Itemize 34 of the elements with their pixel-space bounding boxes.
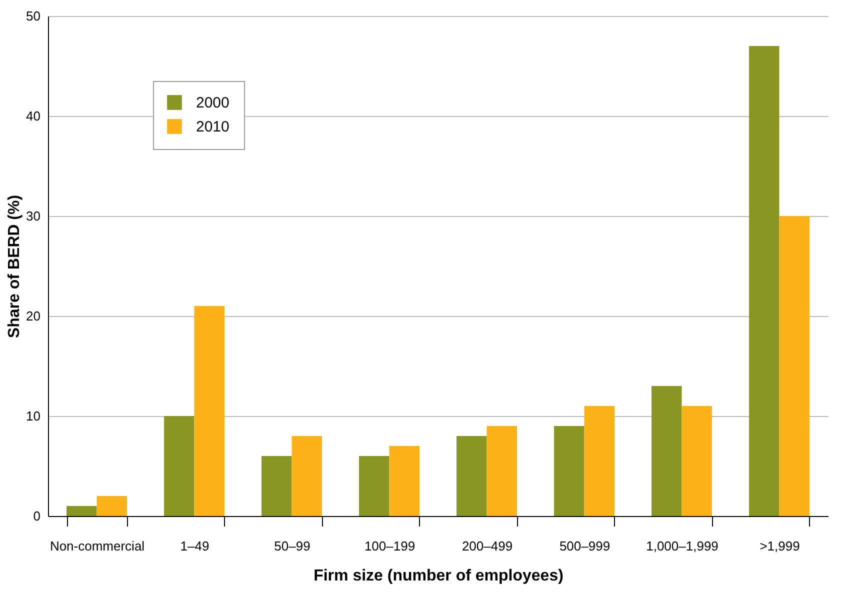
x-tick-label: 50–99	[274, 538, 310, 554]
x-tick-label: 200–499	[462, 538, 513, 554]
x-tick-label: 1–49	[180, 538, 210, 554]
y-tick-label: 10	[26, 408, 40, 424]
bar	[194, 306, 224, 516]
y-tick-label: 40	[26, 108, 40, 124]
bar	[682, 406, 712, 516]
bar	[652, 386, 682, 516]
bar	[96, 496, 127, 516]
x-tick-label: 100–199	[364, 538, 416, 554]
bar	[456, 436, 487, 516]
bar	[779, 216, 810, 516]
bar	[292, 436, 322, 516]
y-axis-title: Share of BERD (%)	[6, 194, 24, 338]
bar	[584, 406, 614, 516]
bar	[66, 506, 97, 516]
bar	[554, 426, 584, 516]
x-tick-label: 1,000–1,999	[646, 538, 718, 554]
x-tick-label: 500–999	[559, 538, 610, 554]
x-axis-title: Firm size (number of employees)	[314, 568, 564, 584]
legend-label: 2000	[196, 94, 230, 112]
y-tick-label: 50	[26, 8, 40, 24]
bar	[389, 446, 420, 516]
bar	[486, 426, 517, 516]
legend-label: 2010	[196, 118, 230, 136]
x-tick-label: >1,999	[760, 538, 800, 554]
bar	[262, 456, 292, 516]
y-tick-label: 0	[33, 508, 40, 524]
y-tick-label: 30	[26, 208, 40, 224]
bar	[164, 416, 194, 516]
y-tick-label: 20	[26, 308, 40, 324]
x-tick-label: Non-commercial	[50, 538, 145, 554]
bar	[749, 46, 780, 516]
bar	[359, 456, 390, 516]
